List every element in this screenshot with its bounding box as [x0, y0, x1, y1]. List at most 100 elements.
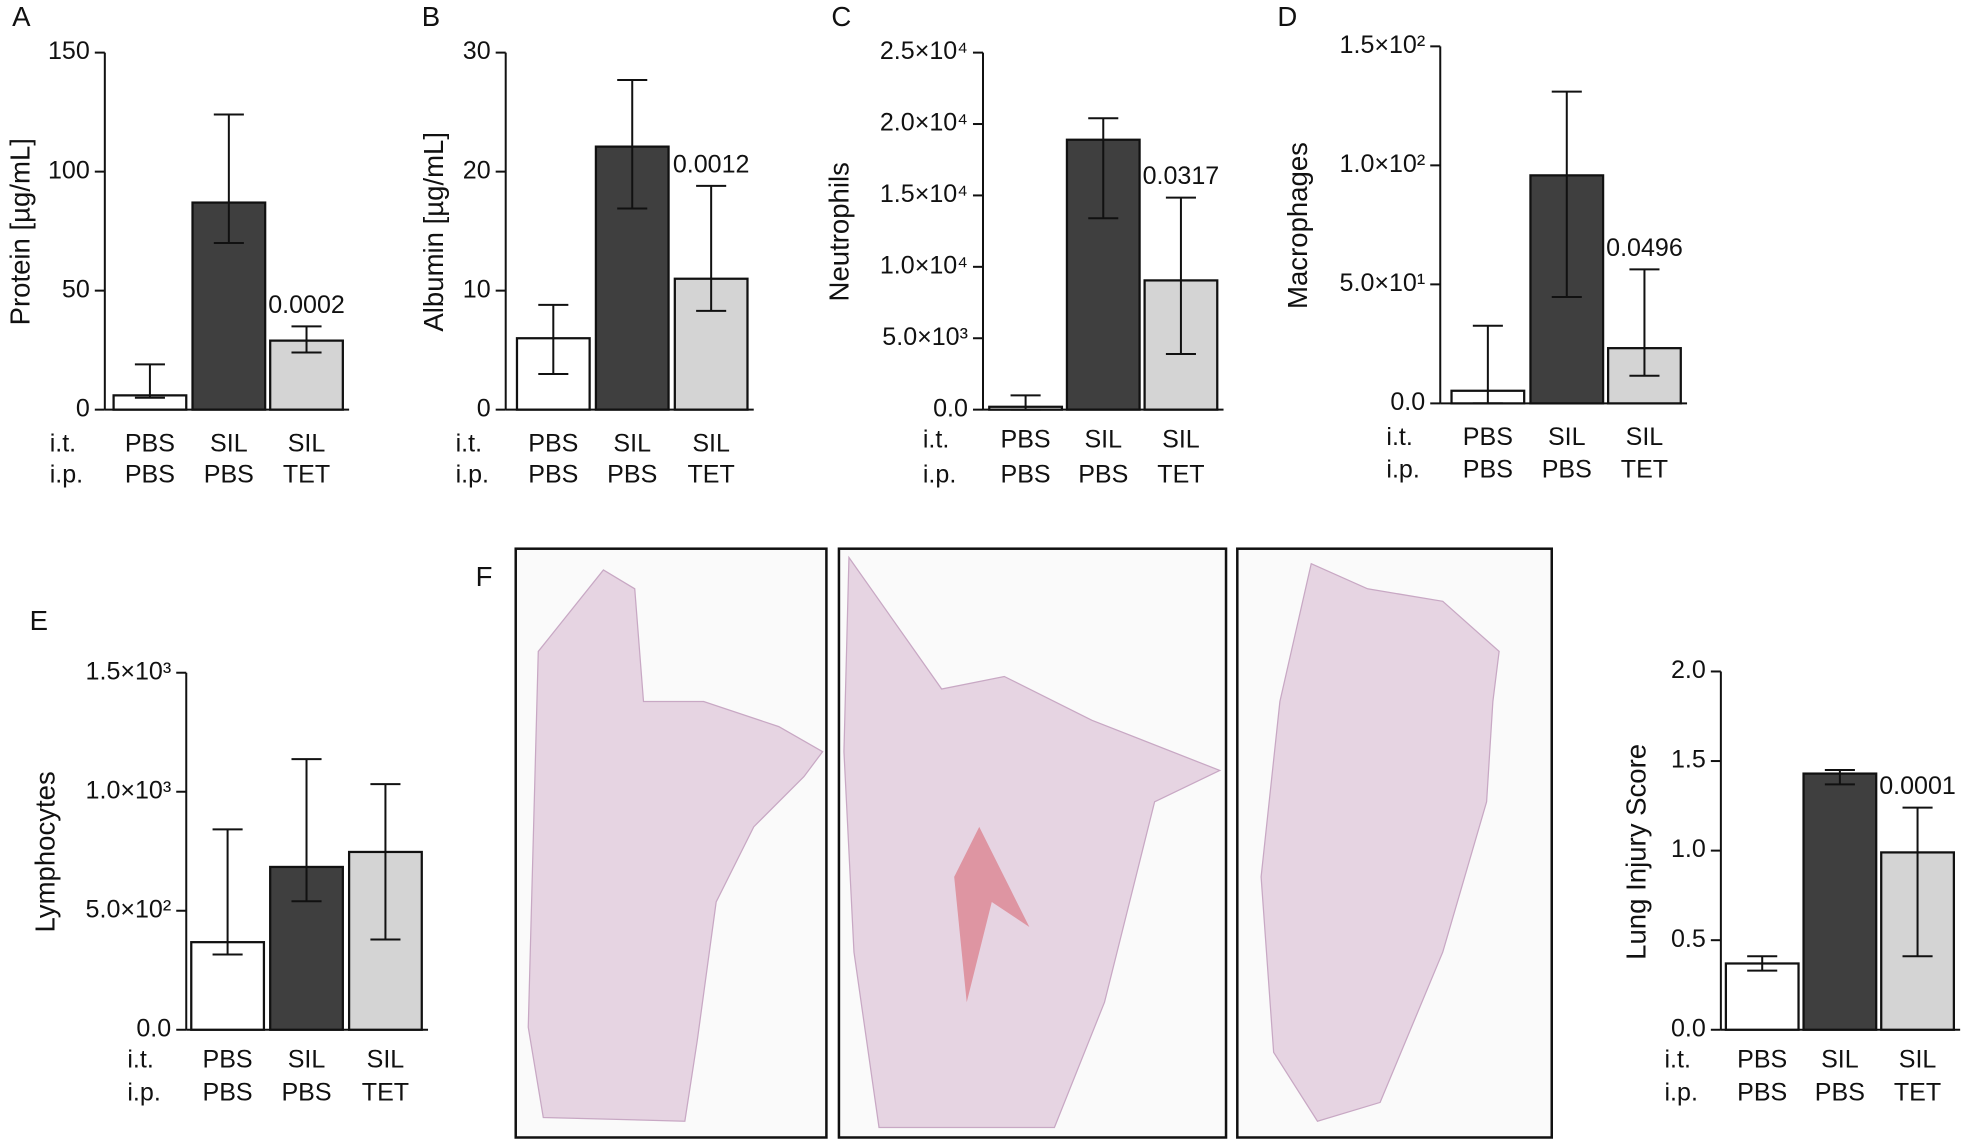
- row-label: i.p.: [127, 1078, 160, 1106]
- y-axis-label: Macrophages: [1282, 142, 1313, 309]
- bar: [1802, 772, 1878, 1031]
- y-tick-label: 50: [62, 275, 90, 303]
- x-tick-label: PBS: [1737, 1078, 1787, 1106]
- x-tick-label: SIL: [1626, 423, 1664, 451]
- row-label: i.p.: [456, 461, 489, 489]
- x-tick-label: SIL: [367, 1046, 405, 1074]
- p-value: 0.0317: [1143, 162, 1220, 190]
- y-tick-label: 0.5: [1671, 925, 1706, 953]
- panel-label: A: [12, 1, 31, 32]
- y-tick-label: 1.0×10³: [86, 776, 172, 804]
- y-tick-label: 1.5×10³: [86, 657, 172, 685]
- y-tick-label: 10: [463, 275, 491, 303]
- x-tick-label: PBS: [1737, 1046, 1787, 1074]
- x-tick-label: SIL: [210, 429, 248, 457]
- row-label: i.t.: [923, 426, 949, 454]
- histology-images: [514, 547, 1553, 1139]
- y-tick-label: 1.0×10⁴: [880, 251, 968, 279]
- y-tick-label: 0.0: [933, 394, 968, 422]
- x-tick-label: SIL: [1162, 426, 1200, 454]
- x-tick-label: PBS: [1463, 423, 1513, 451]
- y-tick-label: 20: [463, 156, 491, 184]
- y-tick-label: 1.0×10²: [1340, 150, 1426, 178]
- x-tick-label: PBS: [281, 1078, 331, 1106]
- bar-chart: A Protein [µg/mL] 0 50 100 150 i.t. i.p. PBS PBS S…: [4, 1, 350, 489]
- p-value: 0.0496: [1606, 234, 1683, 262]
- x-tick-label: PBS: [528, 461, 578, 489]
- row-label: i.t.: [127, 1046, 153, 1074]
- bar-chart: D Macrophages 0.0 5.0×10¹ 1.0×10² 1.5×10² i.t.…: [1277, 1, 1688, 484]
- x-tick-label: PBS: [607, 461, 657, 489]
- panel-label: B: [422, 1, 440, 32]
- row-label: i.t.: [456, 429, 482, 457]
- row-label: i.t.: [1386, 423, 1412, 451]
- bar-chart: C Neutrophils 0.0 5.0×10³ 1.0×10⁴ 1.5×10⁴ 2.0×…: [824, 1, 1224, 489]
- y-tick-label: 30: [463, 37, 491, 65]
- x-tick-label: TET: [1621, 456, 1668, 484]
- y-axis-label: Lymphocytes: [29, 771, 60, 932]
- y-tick-label: 1.5×10²: [1340, 31, 1426, 59]
- hemorrhage: [954, 826, 1030, 1003]
- y-tick-label: 2.0: [1671, 656, 1706, 684]
- x-tick-label: PBS: [1542, 456, 1592, 484]
- x-tick-label: PBS: [125, 429, 175, 457]
- x-tick-label: TET: [362, 1078, 409, 1106]
- bar: [1724, 962, 1800, 1031]
- x-tick-label: SIL: [692, 429, 730, 457]
- x-tick-label: TET: [1894, 1078, 1941, 1106]
- x-tick-label: PBS: [528, 429, 578, 457]
- panel-label: C: [831, 1, 851, 32]
- bar-chart: E Lymphocytes 0.0 5.0×10² 1.0×10³ 1.5×10³ i.t.…: [29, 605, 429, 1106]
- x-tick-label: PBS: [1078, 461, 1128, 489]
- x-tick-label: SIL: [288, 429, 326, 457]
- p-value: 0.0001: [1879, 772, 1956, 800]
- x-tick-label: PBS: [1463, 456, 1513, 484]
- y-tick-label: 0: [477, 394, 491, 422]
- y-tick-label: 2.0×10⁴: [880, 109, 968, 137]
- bar-chart: Lung Injury Score 0.0 0.5 1.0 1.5 2.0 i.t. i.p.…: [1620, 656, 1961, 1106]
- row-label: i.t.: [50, 429, 76, 457]
- y-axis-label: Protein [µg/mL]: [4, 138, 35, 325]
- panel-label: F: [476, 561, 493, 592]
- y-axis-label: Neutrophils: [824, 162, 855, 301]
- x-tick-label: SIL: [1084, 426, 1122, 454]
- y-tick-label: 5.0×10¹: [1340, 269, 1426, 297]
- x-tick-label: SIL: [613, 429, 651, 457]
- row-label: i.p.: [1664, 1078, 1697, 1106]
- lung-section: [1260, 562, 1500, 1122]
- x-tick-label: TET: [1157, 461, 1204, 489]
- y-tick-label: 0.0: [136, 1014, 171, 1042]
- x-tick-label: PBS: [1815, 1078, 1865, 1106]
- x-tick-label: SIL: [288, 1046, 326, 1074]
- x-tick-label: SIL: [1821, 1046, 1859, 1074]
- lung-section: [843, 555, 1222, 1129]
- x-tick-label: PBS: [1001, 426, 1051, 454]
- x-tick-label: PBS: [203, 1078, 253, 1106]
- y-tick-label: 5.0×10³: [882, 323, 968, 351]
- y-tick-label: 0.0: [1671, 1014, 1706, 1042]
- x-tick-label: PBS: [1001, 461, 1051, 489]
- p-value: 0.0012: [673, 150, 750, 178]
- y-tick-label: 5.0×10²: [86, 895, 172, 923]
- panel-label: E: [30, 605, 48, 636]
- y-tick-label: 2.5×10⁴: [880, 37, 968, 65]
- panel-label: D: [1277, 1, 1297, 32]
- row-label: i.p.: [50, 461, 83, 489]
- x-tick-label: TET: [687, 461, 734, 489]
- lung-section: [527, 569, 824, 1122]
- bar-chart: B Albumin [µg/mL] 0 10 20 30 i.t. i.p. PBS PBS SIL…: [418, 1, 754, 489]
- x-tick-label: PBS: [125, 461, 175, 489]
- y-tick-label: 0: [76, 394, 90, 422]
- row-label: i.p.: [923, 461, 956, 489]
- x-tick-label: TET: [283, 461, 330, 489]
- y-tick-label: 150: [48, 37, 90, 65]
- row-label: i.p.: [1386, 456, 1419, 484]
- row-label: i.t.: [1664, 1046, 1690, 1074]
- y-tick-label: 0.0: [1390, 388, 1425, 416]
- y-tick-label: 1.5×10⁴: [880, 180, 968, 208]
- y-tick-label: 1.0: [1671, 835, 1706, 863]
- x-tick-label: PBS: [203, 1046, 253, 1074]
- x-tick-label: SIL: [1548, 423, 1586, 451]
